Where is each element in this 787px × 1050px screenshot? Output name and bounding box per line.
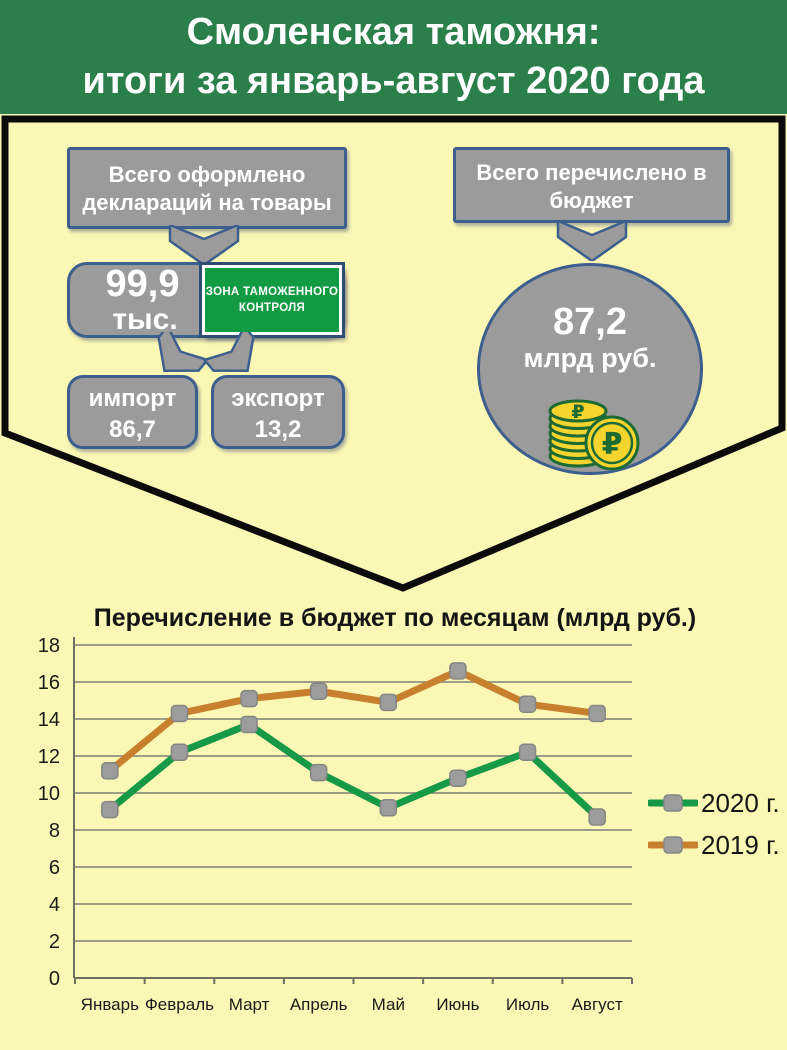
- svg-text:₽: ₽: [571, 401, 584, 423]
- x-tick-label: Март: [229, 995, 270, 1014]
- series-line: [106, 721, 601, 821]
- x-tick-label: Февраль: [145, 995, 214, 1014]
- chart-legend: 2020 г. 2019 г.: [648, 782, 780, 866]
- legend-item-2019: 2019 г.: [648, 824, 780, 866]
- ruble-coins-icon: ₽ ₽: [548, 399, 640, 470]
- x-tick-label: Июль: [506, 995, 550, 1014]
- export-value: 13,2: [254, 416, 302, 443]
- legend-item-2020: 2020 г.: [648, 782, 780, 824]
- customs-zone-sign-line2: КОНТРОЛЯ: [238, 302, 306, 314]
- import-value: 86,7: [109, 416, 156, 443]
- down-right-arrow-shape: [202, 332, 255, 373]
- page-title-line1: Смоленская таможня:: [186, 11, 601, 53]
- data-point-marker: [518, 695, 537, 713]
- x-tick-label: Апрель: [290, 995, 348, 1014]
- data-point-marker: [379, 799, 398, 817]
- y-tick-label: 0: [49, 968, 60, 990]
- data-point-marker: [309, 682, 328, 700]
- data-point-marker: [379, 693, 398, 712]
- legend-label-2020: 2020 г.: [701, 787, 780, 818]
- data-point-marker: [449, 662, 467, 680]
- declarations-total-value: 99,9: [105, 263, 180, 305]
- data-point-marker: [170, 743, 189, 762]
- y-tick-label: 14: [38, 709, 60, 731]
- legend-swatch-2020: [648, 794, 698, 812]
- series-line: [106, 667, 601, 775]
- data-point-marker: [240, 689, 258, 708]
- import-label: импорт: [88, 385, 177, 412]
- data-point-marker: [588, 808, 606, 826]
- data-point-marker: [101, 762, 119, 780]
- y-tick-label: 18: [38, 635, 60, 657]
- budget-title-line1: Всего перечислено в: [476, 160, 707, 185]
- declarations-title-box: Всего оформлено деклараций на товары: [67, 147, 347, 229]
- data-point-marker: [240, 715, 258, 734]
- import-box: импорт 86,7: [67, 375, 198, 449]
- x-tick-label: Январь: [81, 995, 139, 1014]
- export-label: экспорт: [231, 385, 325, 412]
- declarations-total-unit: тыс.: [112, 303, 178, 336]
- funnel-outline: [1, 115, 786, 592]
- down-arrow-shape: [168, 225, 240, 265]
- split-arrows-icon: [157, 332, 255, 373]
- data-point-marker: [101, 800, 119, 819]
- funnel-outline-shape: [1, 115, 786, 592]
- customs-zone-sign: ЗОНА ТАМОЖЕННОГО КОНТРОЛЯ: [199, 262, 345, 338]
- customs-zone-sign-line1: ЗОНА ТАМОЖЕННОГО: [205, 286, 339, 298]
- y-tick-label: 16: [38, 672, 60, 694]
- budget-total-unit: млрд руб.: [523, 343, 657, 373]
- budget-total-circle: 87,2 млрд руб. ₽ ₽: [477, 263, 703, 475]
- x-tick-label: Август: [572, 995, 623, 1014]
- budget-title-box: Всего перечислено в бюджет: [453, 147, 730, 223]
- down-arrow-icon: [556, 221, 628, 261]
- data-point-marker: [518, 743, 537, 762]
- y-tick-label: 6: [49, 857, 60, 879]
- declarations-title-line1: Всего оформлено: [108, 162, 306, 187]
- chart-title: Перечисление в бюджет по месяцам (млрд р…: [93, 604, 697, 632]
- data-point-marker: [588, 704, 606, 723]
- x-tick-label: Май: [372, 995, 405, 1014]
- y-tick-label: 12: [38, 746, 60, 768]
- y-tick-label: 4: [49, 894, 60, 916]
- budget-total-value: 87,2: [553, 301, 627, 343]
- data-point-marker: [309, 763, 328, 782]
- x-tick-label: Июнь: [436, 995, 479, 1014]
- export-box: экспорт 13,2: [211, 375, 345, 449]
- y-tick-label: 2: [49, 931, 60, 953]
- declarations-title-line2: деклараций на товары: [82, 190, 332, 215]
- legend-label-2019: 2019 г.: [701, 829, 780, 860]
- data-point-marker: [449, 769, 467, 787]
- svg-text:₽: ₽: [602, 427, 623, 462]
- down-left-arrow-shape: [157, 332, 210, 373]
- down-arrow-icon: [168, 225, 240, 265]
- budget-title-line2: бюджет: [549, 188, 634, 213]
- legend-swatch-2019: [648, 836, 698, 854]
- data-point-marker: [170, 704, 189, 723]
- page-title-line2: итоги за январь-август 2020 года: [82, 60, 705, 102]
- y-tick-label: 10: [38, 783, 60, 805]
- monthly-budget-chart: 0 2 4 6 8 10 12 14 16 18 Январь Февраль Март Апрель Ма…: [38, 635, 633, 1014]
- y-tick-label: 8: [49, 820, 60, 842]
- down-arrow-shape: [556, 221, 628, 261]
- page-title: Смоленская таможня: итоги за январь-авгу…: [0, 0, 787, 114]
